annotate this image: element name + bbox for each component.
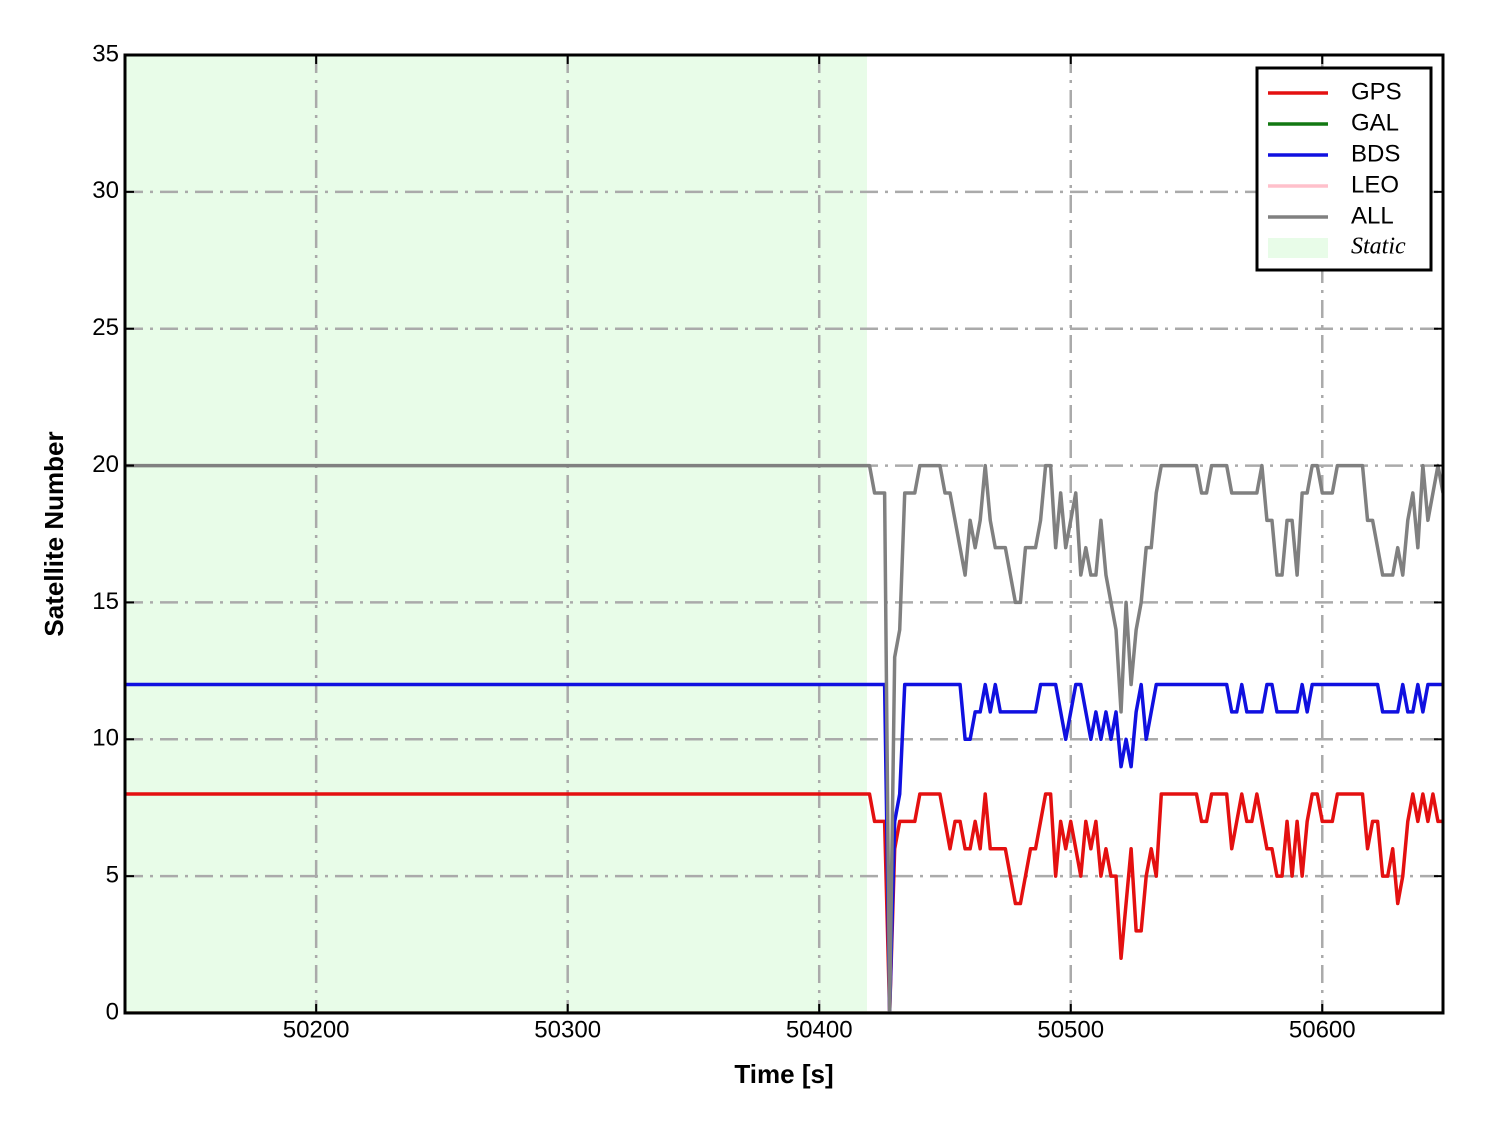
y-tick-label: 0 [106, 998, 119, 1025]
y-tick-label: 20 [92, 451, 119, 478]
x-tick-label: 50400 [786, 1016, 853, 1043]
legend-label: GAL [1351, 109, 1399, 136]
y-tick-label: 10 [92, 725, 119, 752]
legend-label: LEO [1351, 171, 1399, 198]
x-tick-label: 50600 [1289, 1016, 1356, 1043]
y-tick-label: 15 [92, 588, 119, 615]
x-tick-label: 50300 [534, 1016, 601, 1043]
y-tick-label: 35 [92, 40, 119, 67]
legend-swatch [1268, 238, 1328, 258]
legend-box [1255, 66, 1433, 272]
legend-label: ALL [1351, 202, 1394, 229]
legend-label: GPS [1351, 78, 1402, 105]
legend-label: BDS [1351, 140, 1400, 167]
x-axis-label: Time [s] [734, 1059, 833, 1089]
series-line [125, 792, 1443, 1013]
static-region [125, 55, 868, 1013]
legend-label: Static [1351, 234, 1406, 260]
x-tick-label: 50500 [1037, 1016, 1104, 1043]
y-tick-label: 30 [92, 177, 119, 204]
y-axis-label: Satellite Number [39, 431, 69, 636]
y-tick-label: 25 [92, 314, 119, 341]
series-line [125, 463, 1443, 1013]
x-tick-label: 50200 [283, 1016, 350, 1043]
y-tick-label: 5 [106, 861, 119, 888]
series-line [125, 682, 1443, 1013]
plot-frame [123, 53, 1445, 1015]
